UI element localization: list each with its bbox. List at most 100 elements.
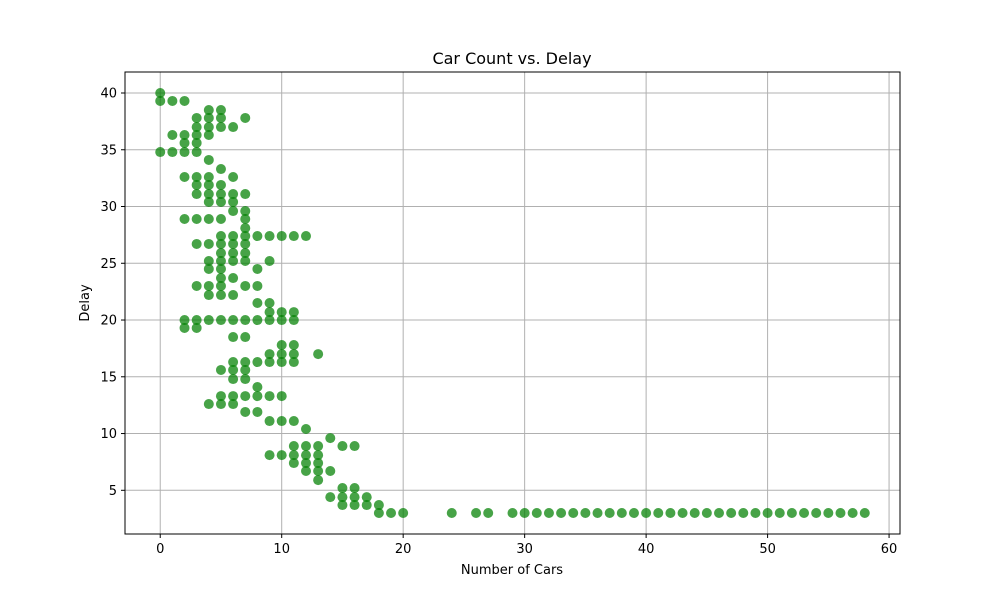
data-point (276, 450, 287, 461)
data-point (215, 290, 226, 301)
data-point (203, 290, 214, 301)
data-point (179, 130, 190, 140)
data-point (641, 508, 652, 518)
data-point (738, 508, 749, 518)
data-point (215, 256, 226, 266)
data-point (179, 214, 190, 224)
data-point (203, 172, 214, 182)
x-tick-label: 50 (759, 542, 776, 557)
data-point (215, 214, 226, 224)
data-point (228, 189, 239, 200)
y-tick-label: 25 (100, 257, 117, 272)
data-point (313, 458, 324, 469)
data-point (228, 231, 239, 242)
plot-frame (124, 71, 901, 535)
data-point (276, 349, 287, 360)
y-tick-label: 40 (100, 87, 117, 102)
data-point (714, 508, 725, 518)
data-point (228, 248, 239, 259)
data-point (556, 508, 567, 518)
data-point (811, 508, 822, 518)
x-tick-label: 40 (638, 542, 655, 557)
data-point (313, 349, 324, 360)
data-point (252, 315, 263, 326)
data-point (203, 196, 214, 207)
data-point (701, 508, 712, 518)
data-point (179, 172, 190, 182)
data-point (288, 231, 299, 242)
data-point (203, 280, 214, 291)
data-point (191, 137, 202, 148)
data-point (349, 483, 360, 494)
data-point (264, 298, 275, 308)
data-point (300, 466, 311, 476)
data-point (483, 508, 494, 518)
data-point (191, 315, 202, 326)
data-point (288, 458, 299, 469)
data-point (215, 248, 226, 259)
data-point (592, 508, 603, 518)
data-point (300, 450, 311, 461)
data-point (628, 508, 639, 518)
y-tick-label: 20 (100, 314, 117, 329)
y-axis-ticks: 5 10 15 20 25 30 35 40 (100, 87, 125, 499)
data-point (191, 179, 202, 190)
data-point (240, 280, 251, 291)
data-point (349, 492, 360, 503)
data-point (228, 364, 239, 375)
data-point (215, 122, 226, 133)
y-tick-label: 30 (100, 200, 117, 215)
data-point (240, 223, 251, 234)
data-point (799, 508, 810, 518)
data-point (288, 315, 299, 326)
data-point (215, 391, 226, 402)
data-point (313, 475, 324, 486)
data-point (276, 231, 287, 242)
data-point (215, 189, 226, 200)
data-point (215, 315, 226, 326)
data-point (203, 105, 214, 116)
data-point (373, 500, 384, 511)
data-point (859, 508, 870, 518)
data-point (240, 189, 251, 200)
data-point (240, 406, 251, 417)
x-tick-label: 0 (156, 542, 164, 557)
y-tick-label: 10 (100, 427, 117, 442)
data-point (155, 95, 166, 106)
data-point (398, 508, 409, 518)
data-point (288, 307, 299, 318)
data-point (568, 508, 579, 518)
data-point (264, 307, 275, 318)
data-point (337, 441, 348, 452)
data-point (191, 172, 202, 182)
data-point (507, 508, 518, 518)
grid-lines (125, 72, 900, 534)
data-point (543, 508, 554, 518)
data-point (531, 508, 542, 518)
data-point (252, 391, 263, 402)
data-point (264, 357, 275, 368)
data-point (471, 508, 482, 518)
data-point (228, 399, 239, 410)
data-point (446, 508, 457, 518)
data-point (191, 214, 202, 224)
data-point (191, 238, 202, 249)
data-point (373, 508, 384, 518)
data-point (386, 508, 397, 518)
data-point (228, 391, 239, 402)
data-point (215, 179, 226, 190)
data-point (203, 256, 214, 266)
data-point (653, 508, 664, 518)
data-point (665, 508, 676, 518)
data-point (276, 315, 287, 326)
data-point (179, 315, 190, 326)
data-point (240, 332, 251, 343)
data-point (228, 238, 239, 249)
data-point (203, 189, 214, 200)
data-point (203, 214, 214, 224)
data-point (228, 122, 239, 133)
data-point (288, 357, 299, 368)
data-point (325, 492, 336, 503)
data-point (228, 332, 239, 343)
data-point (823, 508, 834, 518)
